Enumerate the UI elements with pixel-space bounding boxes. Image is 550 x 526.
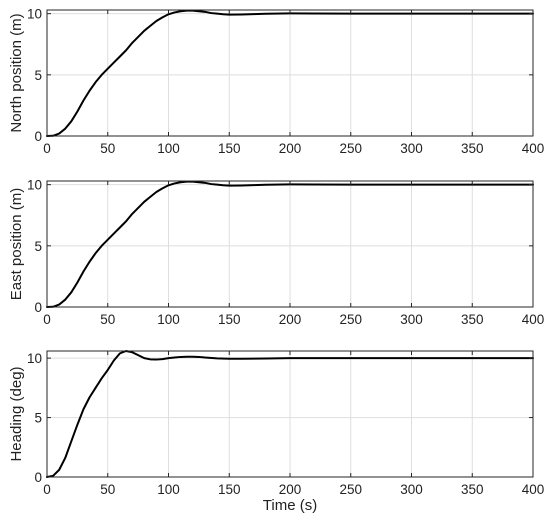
x-tick-label: 100 <box>157 141 180 156</box>
x-tick-label: 50 <box>100 141 115 156</box>
y-axis-title: Heading (deg) <box>8 366 25 461</box>
x-tick-label: 350 <box>461 312 484 327</box>
x-tick-label: 250 <box>339 141 362 156</box>
x-tick-label: 300 <box>400 141 423 156</box>
y-tick-label: 5 <box>34 68 42 83</box>
x-tick-label: 250 <box>339 312 362 327</box>
x-tick-label: 350 <box>461 482 484 497</box>
x-tick-label: 0 <box>43 312 51 327</box>
x-tick-label: 200 <box>279 312 302 327</box>
y-tick-label: 10 <box>27 351 42 366</box>
ticks: 0 50 100 150 200 250 300 350 400 0 5 10 <box>27 7 544 156</box>
plot-lines <box>46 180 534 308</box>
ticks: 0 50 100 150 200 250 300 350 400 0 5 10 <box>27 351 544 497</box>
x-tick-label: 400 <box>522 482 545 497</box>
x-tick-label: 0 <box>43 141 51 156</box>
y-tick-label: 10 <box>27 178 42 193</box>
x-tick-label: 300 <box>400 482 423 497</box>
x-tick-label: 400 <box>522 141 545 156</box>
x-tick-label: 100 <box>157 482 180 497</box>
x-tick-label: 50 <box>100 312 115 327</box>
x-tick-label: 400 <box>522 312 545 327</box>
y-axis-title: North position (m) <box>8 13 25 132</box>
x-tick-label: 200 <box>279 482 302 497</box>
plot-lines <box>46 9 534 137</box>
series-line <box>46 9 534 137</box>
y-tick-label: 0 <box>34 129 42 144</box>
y-tick-label: 5 <box>34 411 42 426</box>
x-tick-label: 150 <box>218 312 241 327</box>
y-axis-title: East position (m) <box>8 188 25 301</box>
series-line <box>46 350 534 478</box>
ticks: 0 50 100 150 200 250 300 350 400 0 5 10 <box>27 178 544 327</box>
y-tick-label: 0 <box>34 470 42 485</box>
x-tick-label: 50 <box>100 482 115 497</box>
y-tick-label: 0 <box>34 300 42 315</box>
north-position-subplot: 0 50 100 150 200 250 300 350 400 0 5 10 North posit… <box>8 7 544 156</box>
x-tick-label: 150 <box>218 141 241 156</box>
east-position-subplot: 0 50 100 150 200 250 300 350 400 0 5 10 East positi… <box>8 178 544 327</box>
x-tick-label: 150 <box>218 482 241 497</box>
heading-subplot: 0 50 100 150 200 250 300 350 400 0 5 10 Heading (de… <box>8 350 544 514</box>
x-tick-label: 200 <box>279 141 302 156</box>
y-tick-label: 5 <box>34 239 42 254</box>
series-line <box>46 180 534 308</box>
y-tick-label: 10 <box>27 7 42 22</box>
x-tick-label: 250 <box>339 482 362 497</box>
x-tick-label: 100 <box>157 312 180 327</box>
x-tick-label: 0 <box>43 482 51 497</box>
plot-lines <box>46 350 534 478</box>
x-tick-label: 300 <box>400 312 423 327</box>
x-tick-label: 350 <box>461 141 484 156</box>
x-axis-title: Time (s) <box>263 497 317 514</box>
